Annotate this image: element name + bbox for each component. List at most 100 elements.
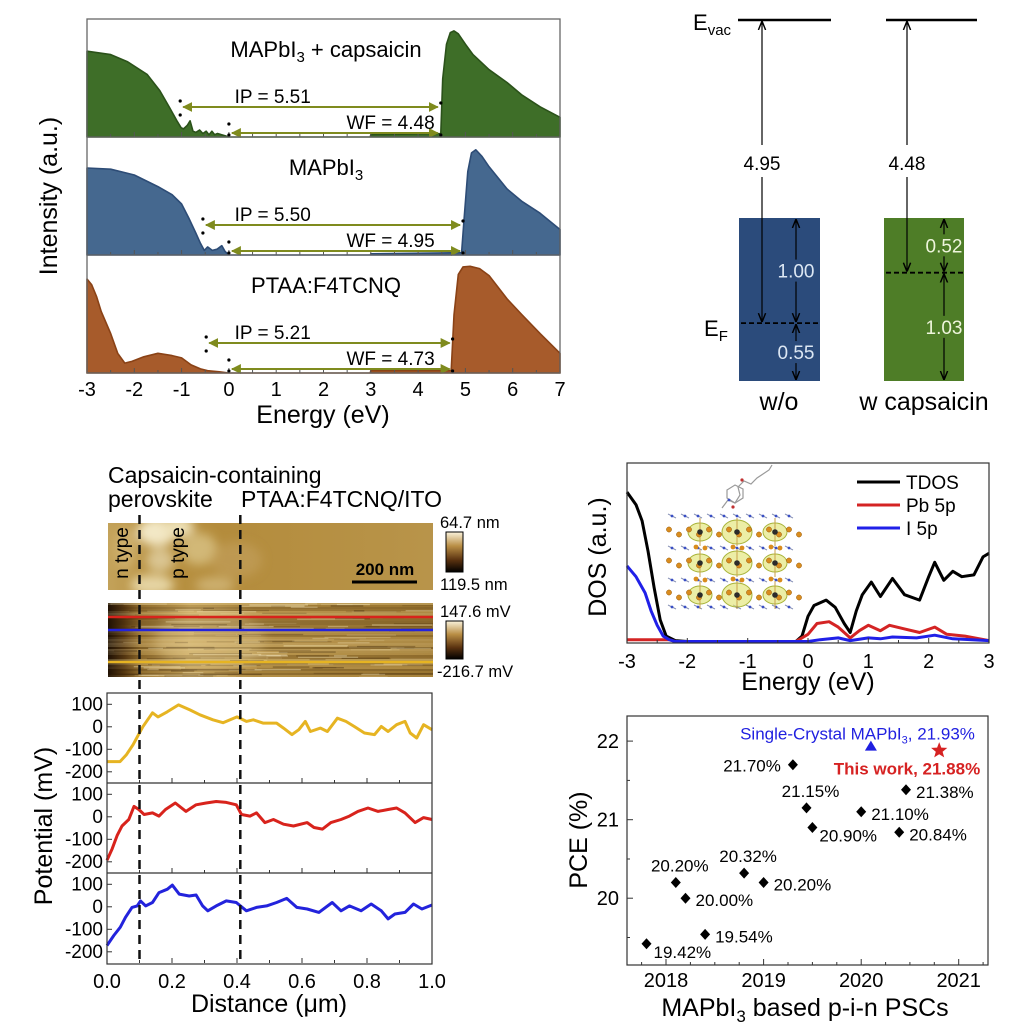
inset-nitrogen-atom [761, 578, 765, 582]
legend-label: TDOS [906, 473, 959, 494]
cutoff-marker [227, 358, 231, 362]
inset-iodine-atom [766, 557, 772, 564]
inset-iodine-atom [786, 589, 792, 596]
profile-position-lines [108, 615, 433, 664]
inset-nitrogen-atom [722, 578, 726, 582]
inset-iodine-atom [706, 557, 712, 564]
inset-nitrogen-atom [735, 546, 739, 550]
inset-iodine-atom [676, 594, 682, 601]
cutoff-marker [201, 217, 205, 221]
data-point-label: 20.90% [819, 827, 877, 846]
kpfm-streak [256, 667, 323, 669]
inset-nitrogen-atom [787, 578, 791, 582]
kpfm-streak [324, 636, 391, 639]
inset-lead-atom [734, 560, 740, 566]
kpfm-scan-line [108, 607, 433, 609]
kpfm-streak [314, 667, 337, 669]
inset-lead-atom [734, 592, 740, 598]
sample-label: PTAA:F4TCNQ [251, 273, 401, 298]
inset-iodine-atom [756, 531, 762, 538]
inset-lead-atom [697, 560, 703, 566]
cutoff-marker [439, 133, 443, 137]
kpfm-y-axis-title: Potential (mV) [30, 747, 58, 905]
ups-y-axis-title: Intensity (a.u.) [35, 117, 63, 275]
work-function-label: 4.48 [889, 154, 926, 175]
topography-colorbar [445, 531, 464, 573]
condition-label: w/o [759, 388, 799, 416]
x-tick-label: 0.6 [288, 971, 316, 993]
inset-nitrogen-atom [722, 514, 726, 518]
y-tick-label: 0 [92, 717, 103, 738]
vacuum-level-label-subscript: vac [708, 22, 732, 39]
inset-iodine-atom [777, 577, 783, 583]
x-tick-label: -2 [678, 651, 696, 673]
pce-x-axis-title-main: MAPbI [661, 994, 736, 1022]
kpfm-scan-line [108, 649, 433, 651]
kpfm-scan-line [108, 637, 433, 639]
kpfm-streak [249, 604, 308, 606]
kpfm-streak [110, 603, 167, 605]
topography-grains [113, 523, 262, 590]
y-tick-label: 100 [71, 874, 103, 895]
kpfm-streak [353, 610, 365, 612]
legend-label: Pb 5p [906, 496, 956, 517]
kpfm-streak [290, 606, 318, 608]
y-tick-label: -100 [65, 919, 103, 940]
inset-iodine-atom [726, 557, 732, 564]
kpfm-streak [374, 664, 408, 666]
data-point-star [931, 742, 948, 758]
cutoff-marker [204, 335, 208, 339]
inset-iodine-atom [746, 557, 752, 564]
kpfm-streak [325, 627, 345, 630]
kpfm-streak [141, 625, 174, 628]
fermi-level-label: EF [704, 316, 728, 345]
kpfm-streak [198, 674, 228, 676]
data-point-label-subscript: 3 [902, 735, 908, 747]
kpfm-streak [371, 624, 433, 626]
data-point-diamond [680, 892, 691, 904]
inset-iodine-atom [702, 577, 708, 583]
inset-lead-atom [697, 529, 703, 535]
kpfm-streak [166, 676, 236, 677]
kpfm-streak [147, 668, 159, 671]
kpfm-streak [244, 627, 314, 630]
kpfm-streak [278, 651, 336, 653]
kpfm-streak [349, 647, 405, 649]
kpfm-scan-line [108, 673, 433, 675]
inset-iodine-atom [730, 544, 736, 550]
kpfm-streak [292, 640, 328, 642]
upper-gap-label: 0.52 [926, 236, 963, 257]
kpfm-streak [133, 666, 181, 668]
x-tick-label: 2 [318, 379, 329, 401]
kpfm-scan-line [108, 623, 433, 625]
pce-x-axis-title: MAPbI3 based p-i-n PSCs [661, 994, 948, 1024]
kpfm-scan-line [108, 643, 433, 645]
inset-nitrogen-atom [670, 578, 674, 582]
inset-iodine-atom [716, 562, 722, 569]
kpfm-streak [346, 634, 396, 636]
kpfm-streak [357, 645, 416, 648]
sample-label-main: MAPbI [289, 155, 355, 180]
x-tick-label: -1 [173, 379, 191, 401]
kpfm-scan-line [108, 627, 433, 629]
inset-oxygen-atom [731, 505, 735, 509]
inset-iodine-atom [777, 545, 783, 551]
sample-label-main: PTAA:F4TCNQ [251, 273, 401, 298]
inset-nitrogen-atom [683, 546, 687, 550]
inset-nitrogen-atom [787, 605, 791, 609]
y-tick-label: 0 [92, 807, 103, 828]
kpfm-streak [393, 623, 433, 625]
inset-lead-atom [734, 529, 740, 535]
potential-colorbar-min: -216.7 mV [437, 663, 513, 681]
cutoff-marker [227, 133, 231, 137]
inset-nitrogen-atom [683, 514, 687, 518]
inset-nitrogen-atom [748, 605, 752, 609]
kpfm-streak [402, 605, 433, 607]
kpfm-scan-line [108, 635, 433, 637]
inset-nitrogen-atom [761, 514, 765, 518]
sample-label: MAPbI3 [289, 155, 363, 184]
kpfm-streak [391, 658, 433, 660]
kpfm-scan-line [108, 663, 433, 665]
kpfm-scan-line [108, 675, 433, 677]
